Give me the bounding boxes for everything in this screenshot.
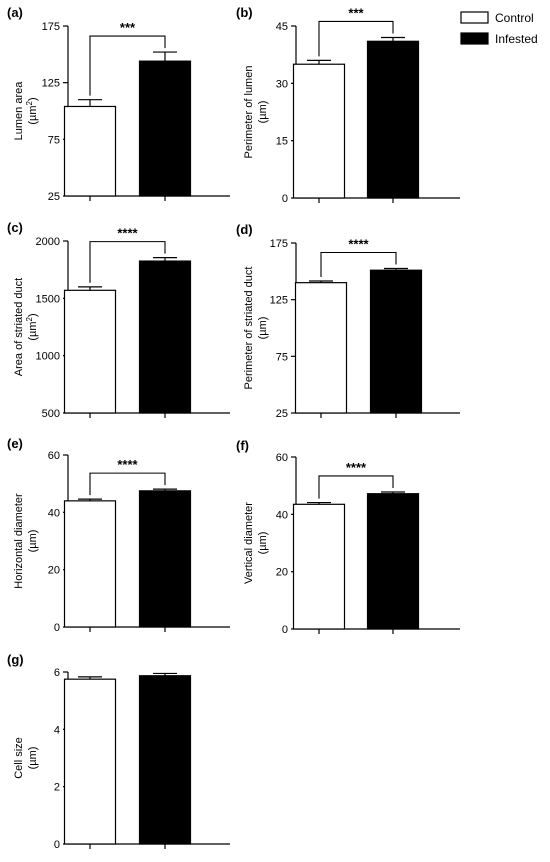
y-axis-unit: (µm) [257,317,269,340]
bar-infested [366,40,420,199]
y-tick-label: 30 [276,78,288,90]
y-tick-label: 6 [54,667,60,679]
y-axis-unit: (µm) [27,530,39,553]
bar-control [294,282,348,414]
significance-label: *** [348,5,364,20]
significance-label: **** [117,457,138,472]
y-tick-label: 175 [270,238,288,250]
bar-infested [138,490,192,628]
y-tick-label: 25 [276,408,288,420]
y-axis-unit-superscript: 2 [25,316,34,321]
significance-bracket [318,20,394,57]
bar-control [63,105,117,197]
y-axis-unit-text: (µm [27,321,39,340]
panel-g: (g) 0 2 4 6 Cell size (µm) [7,652,230,851]
y-tick-label: 1000 [36,351,60,363]
y-tick-label: 2000 [36,236,60,248]
bar-control [63,289,117,414]
legend-label-infested: Infested [495,32,538,46]
bar-control [292,63,346,199]
y-axis-unit: (µm) [257,101,269,124]
significance-label: **** [348,237,369,252]
bar-infested [138,260,192,414]
panel-b: (b) 0 15 30 45 *** Perimeter of lumen (µm) [236,5,460,205]
bar-control [292,503,346,630]
y-axis-unit-superscript: 2 [25,100,34,105]
y-tick-label: 0 [54,839,60,851]
y-axis-title: Horizontal diameter [13,493,25,589]
y-axis-title: Area of striated duct [13,278,25,376]
y-axis-unit-text: (µm) [257,101,269,124]
bar-infested [138,675,192,845]
panel-a: (a) 25 75 125 175 *** Lumen area (µm2) [7,5,230,203]
y-axis-title: Cell size [13,737,25,779]
y-tick-label: 75 [276,351,288,363]
y-tick-label: 2 [54,782,60,794]
panel-label: (b) [236,5,253,20]
y-axis-unit-text: (µm) [257,317,269,340]
y-axis-unit: (µm2) [25,97,39,124]
y-axis-unit-text: (µm) [257,532,269,555]
y-tick-label: 0 [282,624,288,636]
y-axis-unit-text: (µm [27,105,39,124]
y-axis-title: Perimeter of striated duct [243,267,255,390]
significance-bracket [318,475,394,499]
panel-label: (c) [7,220,23,235]
bar-control [63,500,117,628]
y-tick-label: 125 [270,295,288,307]
panel-d: (d) 25 75 125 175 **** Perimeter of striated d… [236,222,460,420]
y-axis-unit-text: (µm) [27,530,39,553]
y-tick-label: 20 [48,565,60,577]
panel-label: (g) [7,652,24,667]
y-axis-title: Perimeter of lumen [243,66,255,159]
bar-infested [369,269,423,414]
y-axis-unit: (µm) [27,747,39,770]
y-tick-label: 4 [54,724,60,736]
legend-label-control: Control [495,11,534,25]
y-axis-title: Vertical diameter [243,502,255,584]
significance-bracket [320,251,397,277]
y-axis-title: Lumen area [13,81,25,141]
y-tick-label: 0 [282,193,288,205]
significance-bracket [89,472,166,496]
y-tick-label: 40 [48,507,60,519]
panel-f: (f) 0 20 40 60 **** Vertical diameter (µm) [236,438,460,636]
y-axis-unit: (µm2) [25,313,39,340]
y-axis-unit-text: (µm) [27,747,39,770]
y-tick-label: 75 [48,134,60,146]
y-tick-label: 60 [48,450,60,462]
y-tick-label: 1500 [36,293,60,305]
legend-swatch-infested [460,32,489,45]
y-tick-label: 125 [42,78,60,90]
bar-infested [366,493,420,630]
significance-label: *** [120,20,136,35]
significance-label: **** [346,460,367,475]
bar-infested [138,60,192,197]
y-tick-label: 175 [42,21,60,33]
y-tick-label: 25 [48,191,60,203]
y-tick-label: 45 [276,21,288,33]
panel-label: (e) [7,436,23,451]
significance-bracket [89,241,166,283]
significance-label: **** [117,226,138,241]
y-axis-unit-close: ) [27,97,39,101]
significance-bracket [89,35,166,96]
y-tick-label: 0 [54,622,60,634]
y-axis-unit-close: ) [27,313,39,317]
legend-swatch-control [460,11,489,24]
y-tick-label: 40 [276,509,288,521]
panel-e: (e) 0 20 40 60 **** Horizontal diameter (µm) [7,436,230,634]
panel-label: (f) [236,438,249,453]
y-axis-unit: (µm) [257,532,269,555]
bar-control [63,678,117,845]
panel-c: (c) 500 1000 1500 2000 **** Area of striated d… [7,220,230,420]
legend: Control Infested [460,11,538,46]
panel-label: (a) [7,5,23,20]
y-tick-label: 60 [276,452,288,464]
panel-label: (d) [236,222,253,237]
y-tick-label: 20 [276,567,288,579]
y-tick-label: 15 [276,136,288,148]
y-tick-label: 500 [42,408,60,420]
